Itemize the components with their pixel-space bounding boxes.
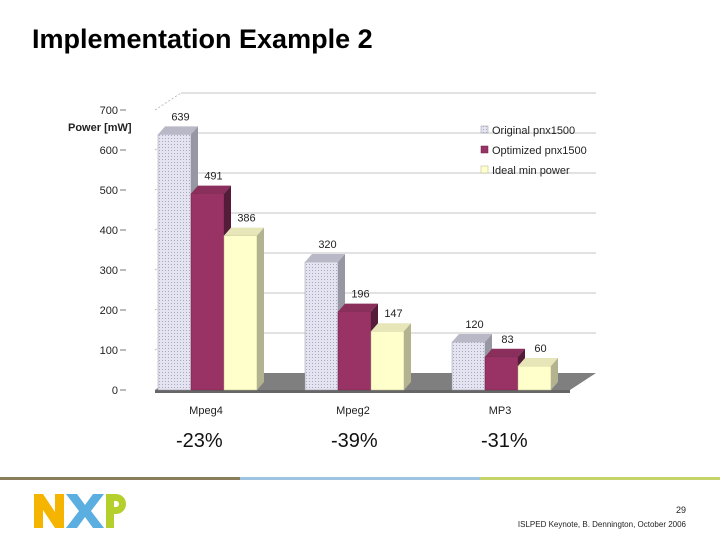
bar-chart: 0 100 200 300 400 500 600 700 Power [mW] 639 491 38… — [68, 83, 596, 417]
data-label: 386 — [237, 213, 255, 225]
bar-top — [224, 227, 264, 236]
legend-label: Original pnx1500 — [492, 125, 575, 137]
bar-top — [338, 303, 378, 312]
chart-back-wall — [181, 83, 596, 373]
legend-swatch — [480, 165, 489, 174]
bar-top — [191, 185, 231, 194]
y-tick-label: 200 — [100, 305, 118, 317]
bar-top — [485, 348, 525, 357]
legend-swatch — [480, 125, 489, 134]
slide-title: Implementation Example 2 — [32, 24, 373, 54]
y-axis-label: Power [mW] — [68, 122, 132, 134]
legend-swatch — [480, 145, 489, 154]
bar-top — [158, 126, 198, 135]
bar — [304, 261, 339, 391]
data-label: 196 — [351, 289, 369, 301]
data-label: 60 — [534, 343, 546, 355]
page-number: 29 — [675, 505, 686, 515]
data-label: 320 — [318, 239, 336, 251]
bar — [157, 134, 192, 391]
data-label: 639 — [171, 111, 189, 123]
y-tick-label: 600 — [100, 145, 118, 157]
bar-top — [518, 358, 558, 366]
bar — [517, 365, 552, 391]
bar-top — [305, 254, 345, 262]
data-label: 120 — [465, 319, 483, 331]
gridline-diag — [154, 92, 182, 111]
bar-side — [404, 323, 411, 390]
data-label: 147 — [384, 308, 402, 320]
y-tick-label: 100 — [100, 345, 118, 357]
y-tick-label: 0 — [112, 385, 118, 397]
x-tick-label: Mpeg2 — [336, 405, 370, 417]
y-tick-label: 300 — [100, 265, 118, 277]
bar-top — [371, 323, 411, 332]
legend-label: Optimized pnx1500 — [492, 145, 587, 157]
reduction-mp3: -31% — [481, 430, 528, 452]
footer-line-2 — [240, 477, 480, 480]
bar — [484, 356, 519, 391]
footer-note: ISLPED Keynote, B. Dennington, October 2… — [517, 520, 686, 529]
y-tick-label: 500 — [100, 185, 118, 197]
data-label: 83 — [501, 334, 513, 346]
legend-label: Ideal min power — [492, 165, 570, 177]
footer-line-1 — [0, 477, 240, 480]
footer-line-3 — [480, 477, 720, 480]
bar — [370, 330, 405, 391]
y-tick-label: 700 — [100, 105, 118, 117]
bar-top — [452, 334, 492, 342]
bar — [451, 341, 486, 391]
bar — [223, 235, 258, 391]
reduction-mpeg2: -39% — [331, 430, 378, 452]
bar-side — [551, 358, 558, 390]
reduction-mpeg4: -23% — [176, 430, 223, 452]
y-tick-label: 400 — [100, 225, 118, 237]
x-tick-label: MP3 — [489, 405, 512, 417]
bar-side — [257, 227, 264, 390]
bar — [337, 311, 372, 391]
bar — [190, 193, 225, 391]
data-label: 491 — [204, 171, 222, 183]
chart-floor-edge — [155, 390, 570, 393]
x-tick-label: Mpeg4 — [189, 405, 223, 417]
nxp-logo — [34, 494, 126, 528]
